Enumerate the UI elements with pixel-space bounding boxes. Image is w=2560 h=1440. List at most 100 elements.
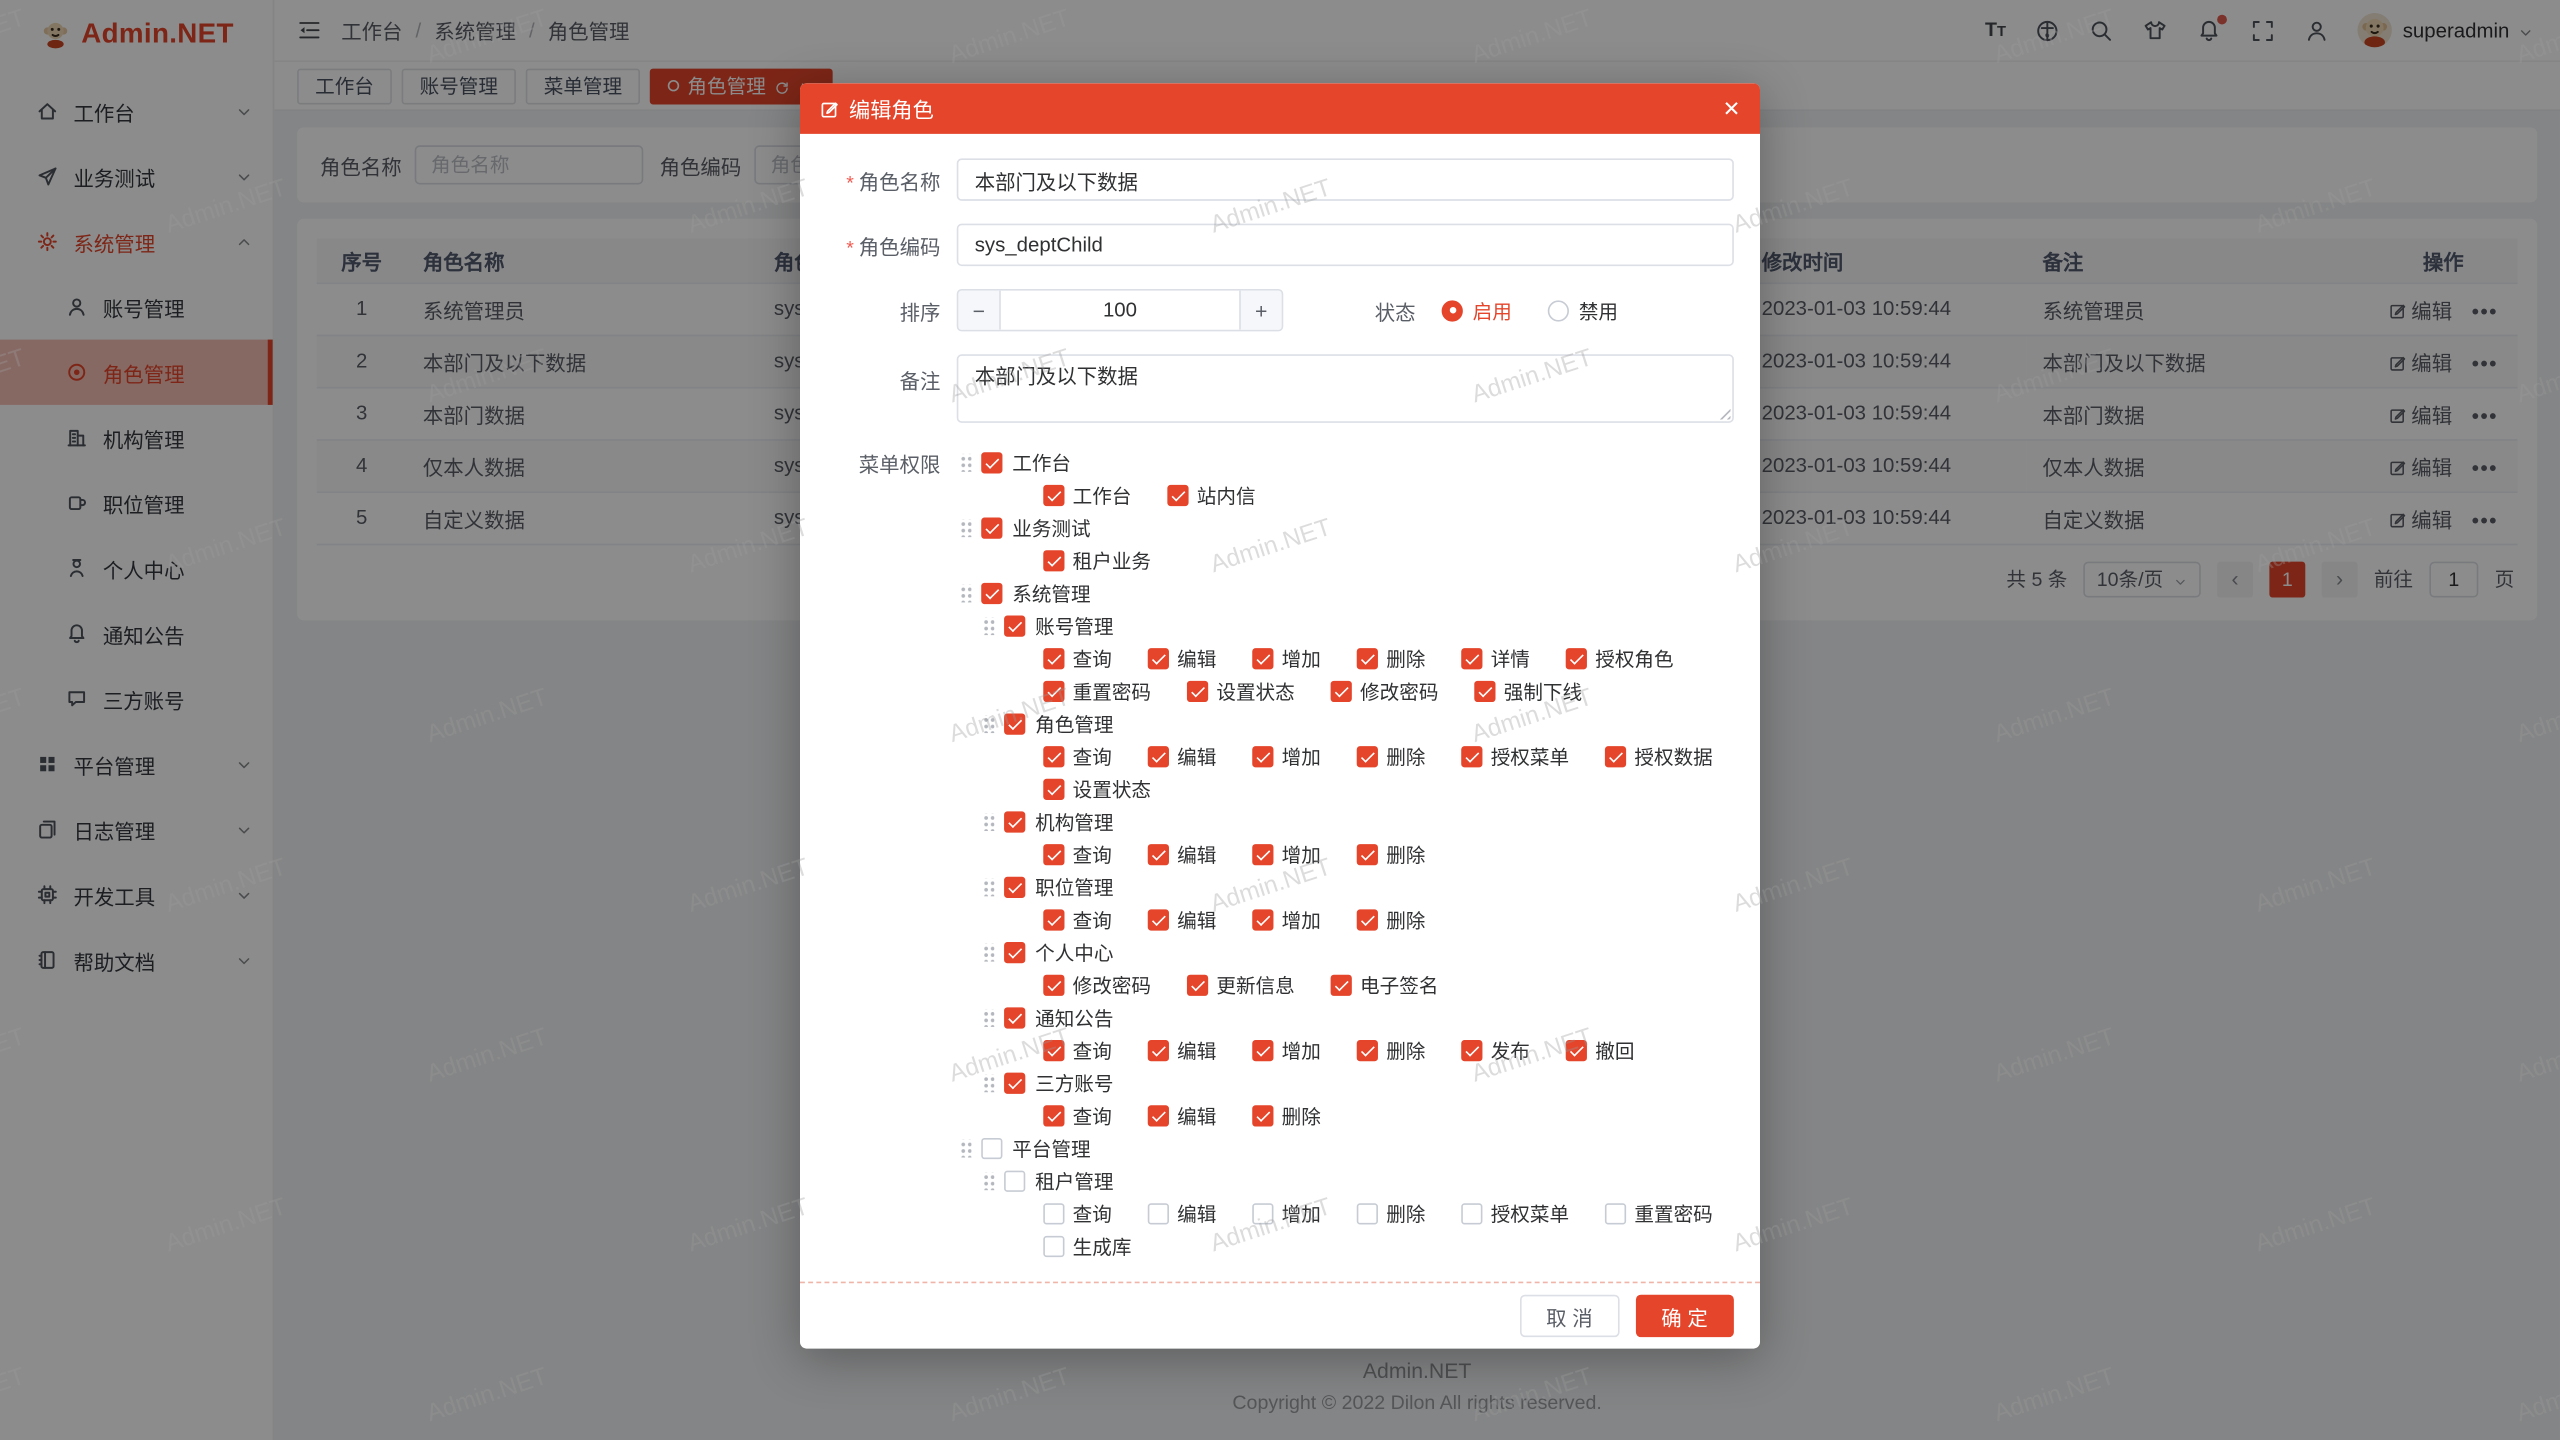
checkbox[interactable] [1605,1202,1627,1224]
checkbox[interactable] [1043,1104,1065,1126]
drag-handle-icon[interactable] [982,877,995,896]
perm-重置密码[interactable]: 重置密码 [1605,1197,1713,1230]
checkbox[interactable] [1043,647,1065,669]
perm-删除[interactable]: 删除 [1356,838,1425,871]
perm-授权菜单[interactable]: 授权菜单 [1461,1197,1569,1230]
checkbox[interactable] [1043,679,1065,702]
app-logo[interactable]: Admin.NET [0,0,273,69]
tree-node-个人中心[interactable]: 个人中心 [982,936,1734,969]
checkbox[interactable] [1252,745,1274,767]
checkbox[interactable] [1043,1235,1065,1257]
sidebar-item-platform[interactable]: 平台管理 [0,731,273,796]
close-icon[interactable]: ✕ [1722,96,1741,121]
fullscreen-icon[interactable] [2249,17,2275,43]
drag-handle-icon[interactable] [959,453,972,472]
confirm-button[interactable]: 确 定 [1635,1294,1734,1338]
tree-node-通知公告[interactable]: 通知公告 [982,1001,1734,1034]
perm-删除[interactable]: 删除 [1252,1099,1321,1132]
more-actions-button[interactable]: ••• [2471,404,2499,427]
checkbox[interactable] [1043,908,1065,930]
checkbox[interactable] [1043,745,1065,767]
perm-增加[interactable]: 增加 [1252,1033,1321,1066]
notification-icon[interactable] [2195,13,2227,43]
stepper-minus-button[interactable]: − [958,290,1001,330]
checkbox[interactable] [1147,647,1170,669]
perm-查询[interactable]: 查询 [1043,838,1112,871]
edit-row-button[interactable]: 编辑 [2388,509,2452,531]
prev-page-button[interactable]: ‹ [2217,560,2254,597]
tree-node-租户管理[interactable]: 租户管理 [982,1164,1734,1197]
drag-handle-icon[interactable] [959,518,972,537]
theme-icon[interactable] [2142,17,2168,43]
perm-查询[interactable]: 查询 [1043,642,1112,675]
sidebar-item-account[interactable]: 账号管理 [0,274,273,339]
checkbox[interactable] [1252,843,1274,865]
perm-站内信[interactable]: 站内信 [1167,478,1256,511]
drag-handle-icon[interactable] [982,942,995,961]
checkbox[interactable] [1330,679,1352,702]
checkbox[interactable] [1356,745,1379,767]
perm-编辑[interactable]: 编辑 [1147,838,1216,871]
perm-修改密码[interactable]: 修改密码 [1043,968,1151,1001]
perm-增加[interactable]: 增加 [1252,838,1321,871]
perm-生成库[interactable]: 生成库 [1043,1229,1131,1262]
perm-编辑[interactable]: 编辑 [1147,1197,1216,1230]
perm-发布[interactable]: 发布 [1461,1033,1530,1066]
checkbox[interactable] [1252,647,1274,669]
perm-查询[interactable]: 查询 [1043,1197,1112,1230]
next-page-button[interactable]: › [2321,560,2358,597]
checkbox[interactable] [1004,1006,1026,1028]
checkbox[interactable] [1043,1039,1065,1061]
tree-node-三方账号[interactable]: 三方账号 [982,1066,1734,1099]
perm-修改密码[interactable]: 修改密码 [1330,674,1438,707]
checkbox[interactable] [1461,1039,1483,1061]
perm-查询[interactable]: 查询 [1043,903,1112,936]
sidebar-item-role[interactable]: 角色管理 [0,339,273,405]
tab-账号管理[interactable]: 账号管理 [401,67,516,104]
checkbox[interactable] [1461,1202,1483,1224]
drag-handle-icon[interactable] [982,1171,995,1190]
breadcrumb-item[interactable]: 角色管理 [547,21,630,45]
perm-删除[interactable]: 删除 [1356,1197,1425,1230]
search-icon[interactable] [2088,17,2114,43]
checkbox[interactable] [981,1137,1003,1159]
perm-编辑[interactable]: 编辑 [1147,642,1216,675]
tree-node-平台管理[interactable]: 平台管理 [959,1131,1734,1164]
chevron-down-icon[interactable] [2518,22,2534,38]
tree-node-角色管理[interactable]: 角色管理 [982,707,1734,740]
sidebar-item-help[interactable]: 帮助文档 [0,927,273,992]
tree-node-工作台[interactable]: 工作台 [959,446,1734,479]
checkbox[interactable] [1356,1039,1379,1061]
checkbox[interactable] [981,516,1003,538]
checkbox[interactable] [1356,1202,1379,1224]
sidebar-item-workbench[interactable]: 工作台 [0,78,273,143]
avatar[interactable] [2357,13,2392,48]
checkbox[interactable] [981,582,1003,604]
tree-node-机构管理[interactable]: 机构管理 [982,805,1734,838]
checkbox[interactable] [1043,973,1065,996]
checkbox[interactable] [1461,647,1483,669]
perm-删除[interactable]: 删除 [1356,903,1425,936]
checkbox[interactable] [1147,1202,1170,1224]
perm-详情[interactable]: 详情 [1461,642,1530,675]
drag-handle-icon[interactable] [959,583,972,602]
role-code-input[interactable] [956,223,1734,267]
perm-编辑[interactable]: 编辑 [1147,740,1216,773]
edit-row-button[interactable]: 编辑 [2388,456,2452,479]
perm-重置密码[interactable]: 重置密码 [1043,674,1151,707]
checkbox[interactable] [1252,1104,1274,1126]
checkbox[interactable] [1043,843,1065,865]
perm-删除[interactable]: 删除 [1356,642,1425,675]
tab-工作台[interactable]: 工作台 [297,67,392,104]
remark-input[interactable]: 本部门及以下数据 [956,354,1734,423]
perm-授权数据[interactable]: 授权数据 [1605,740,1713,773]
checkbox[interactable] [1186,679,1209,702]
breadcrumb-item[interactable]: 工作台 [341,21,403,45]
current-page-button[interactable]: 1 [2269,560,2306,597]
role-name-input[interactable] [956,158,1734,201]
perm-电子签名[interactable]: 电子签名 [1330,968,1438,1001]
drag-handle-icon[interactable] [982,1073,995,1092]
more-actions-button[interactable]: ••• [2471,351,2499,375]
checkbox[interactable] [1252,908,1274,930]
checkbox[interactable] [1004,614,1026,636]
